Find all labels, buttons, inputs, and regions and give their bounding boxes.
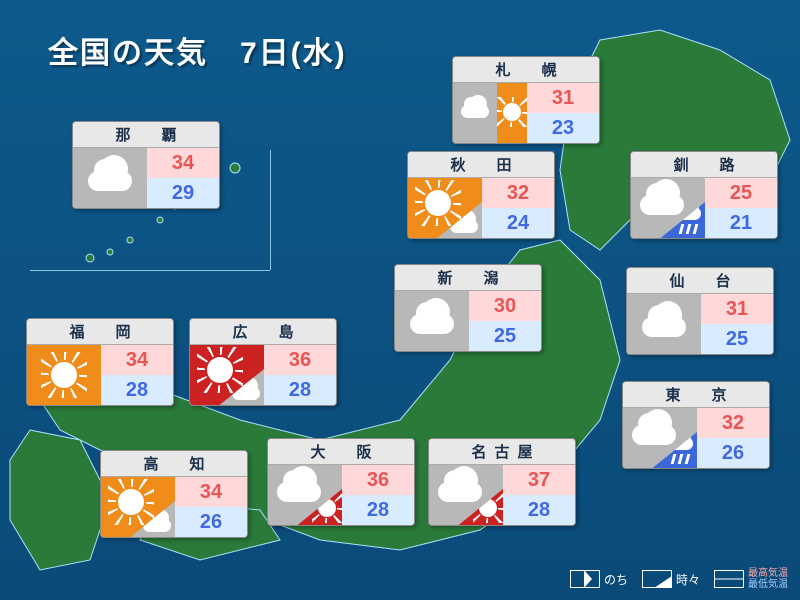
forecast-card: 高 知 34 26 [100,450,248,538]
city-name: 秋 田 [408,152,554,178]
okinawa-divider [30,270,270,271]
temp-low: 28 [264,375,336,405]
forecast-card: 東 京 32 26 [622,381,770,469]
temp-high: 32 [697,408,769,438]
legend-nochi-label: のち [604,571,628,588]
forecast-card: 仙 台 31 25 [626,267,774,355]
city-name: 大 阪 [268,439,414,465]
forecast-card: 秋 田 32 24 [407,151,555,239]
weather-icon [408,178,482,238]
weather-icon [429,465,503,525]
temp-low: 25 [701,324,773,354]
weather-icon [190,345,264,405]
forecast-card: 名古屋 37 28 [428,438,576,526]
forecast-card: 那 覇 34 29 [72,121,220,209]
legend: のち 時々 最高気温 最低気温 [570,568,788,590]
city-name: 高 知 [101,451,247,477]
city-name: 仙 台 [627,268,773,294]
city-name: 東 京 [623,382,769,408]
temp-low: 24 [482,208,554,238]
city-name: 広 島 [190,319,336,345]
forecast-card: 広 島 36 28 [189,318,337,406]
forecast-card: 福 岡 34 28 [26,318,174,406]
city-name: 札 幌 [453,57,599,83]
weather-icon [27,345,101,405]
temp-high: 36 [264,345,336,375]
temp-low: 21 [705,208,777,238]
city-name: 釧 路 [631,152,777,178]
temp-high: 25 [705,178,777,208]
temp-high: 31 [527,83,599,113]
forecast-card: 新 潟 30 25 [394,264,542,352]
temp-low: 26 [175,507,247,537]
legend-tokidoki-label: 時々 [676,571,700,588]
temp-low: 23 [527,113,599,143]
temp-high: 34 [147,148,219,178]
legend-hi-label: 最高気温 [748,568,788,579]
legend-lo-label: 最低気温 [748,579,788,590]
legend-tokidoki: 時々 [642,570,700,588]
temp-low: 29 [147,178,219,208]
temp-high: 36 [342,465,414,495]
city-name: 名古屋 [429,439,575,465]
temp-low: 28 [101,375,173,405]
temp-high: 30 [469,291,541,321]
temp-low: 26 [697,438,769,468]
weather-icon [268,465,342,525]
temp-high: 34 [101,345,173,375]
forecast-card: 大 阪 36 28 [267,438,415,526]
temp-low: 28 [503,495,575,525]
okinawa-divider-v [270,150,271,270]
weather-icon [73,148,147,208]
weather-icon [623,408,697,468]
legend-nochi: のち [570,570,628,588]
temp-high: 34 [175,477,247,507]
weather-icon [631,178,705,238]
forecast-card: 札 幌 31 23 [452,56,600,144]
temp-low: 28 [342,495,414,525]
forecast-card: 釧 路 25 21 [630,151,778,239]
weather-icon [453,83,527,143]
weather-icon [395,291,469,351]
temp-high: 31 [701,294,773,324]
city-name: 那 覇 [73,122,219,148]
city-name: 新 潟 [395,265,541,291]
page-title: 全国の天気 7日(水) [48,28,347,72]
city-name: 福 岡 [27,319,173,345]
temp-low: 25 [469,321,541,351]
temp-high: 32 [482,178,554,208]
temp-high: 37 [503,465,575,495]
weather-icon [101,477,175,537]
weather-icon [627,294,701,354]
legend-temps: 最高気温 最低気温 [714,568,788,590]
